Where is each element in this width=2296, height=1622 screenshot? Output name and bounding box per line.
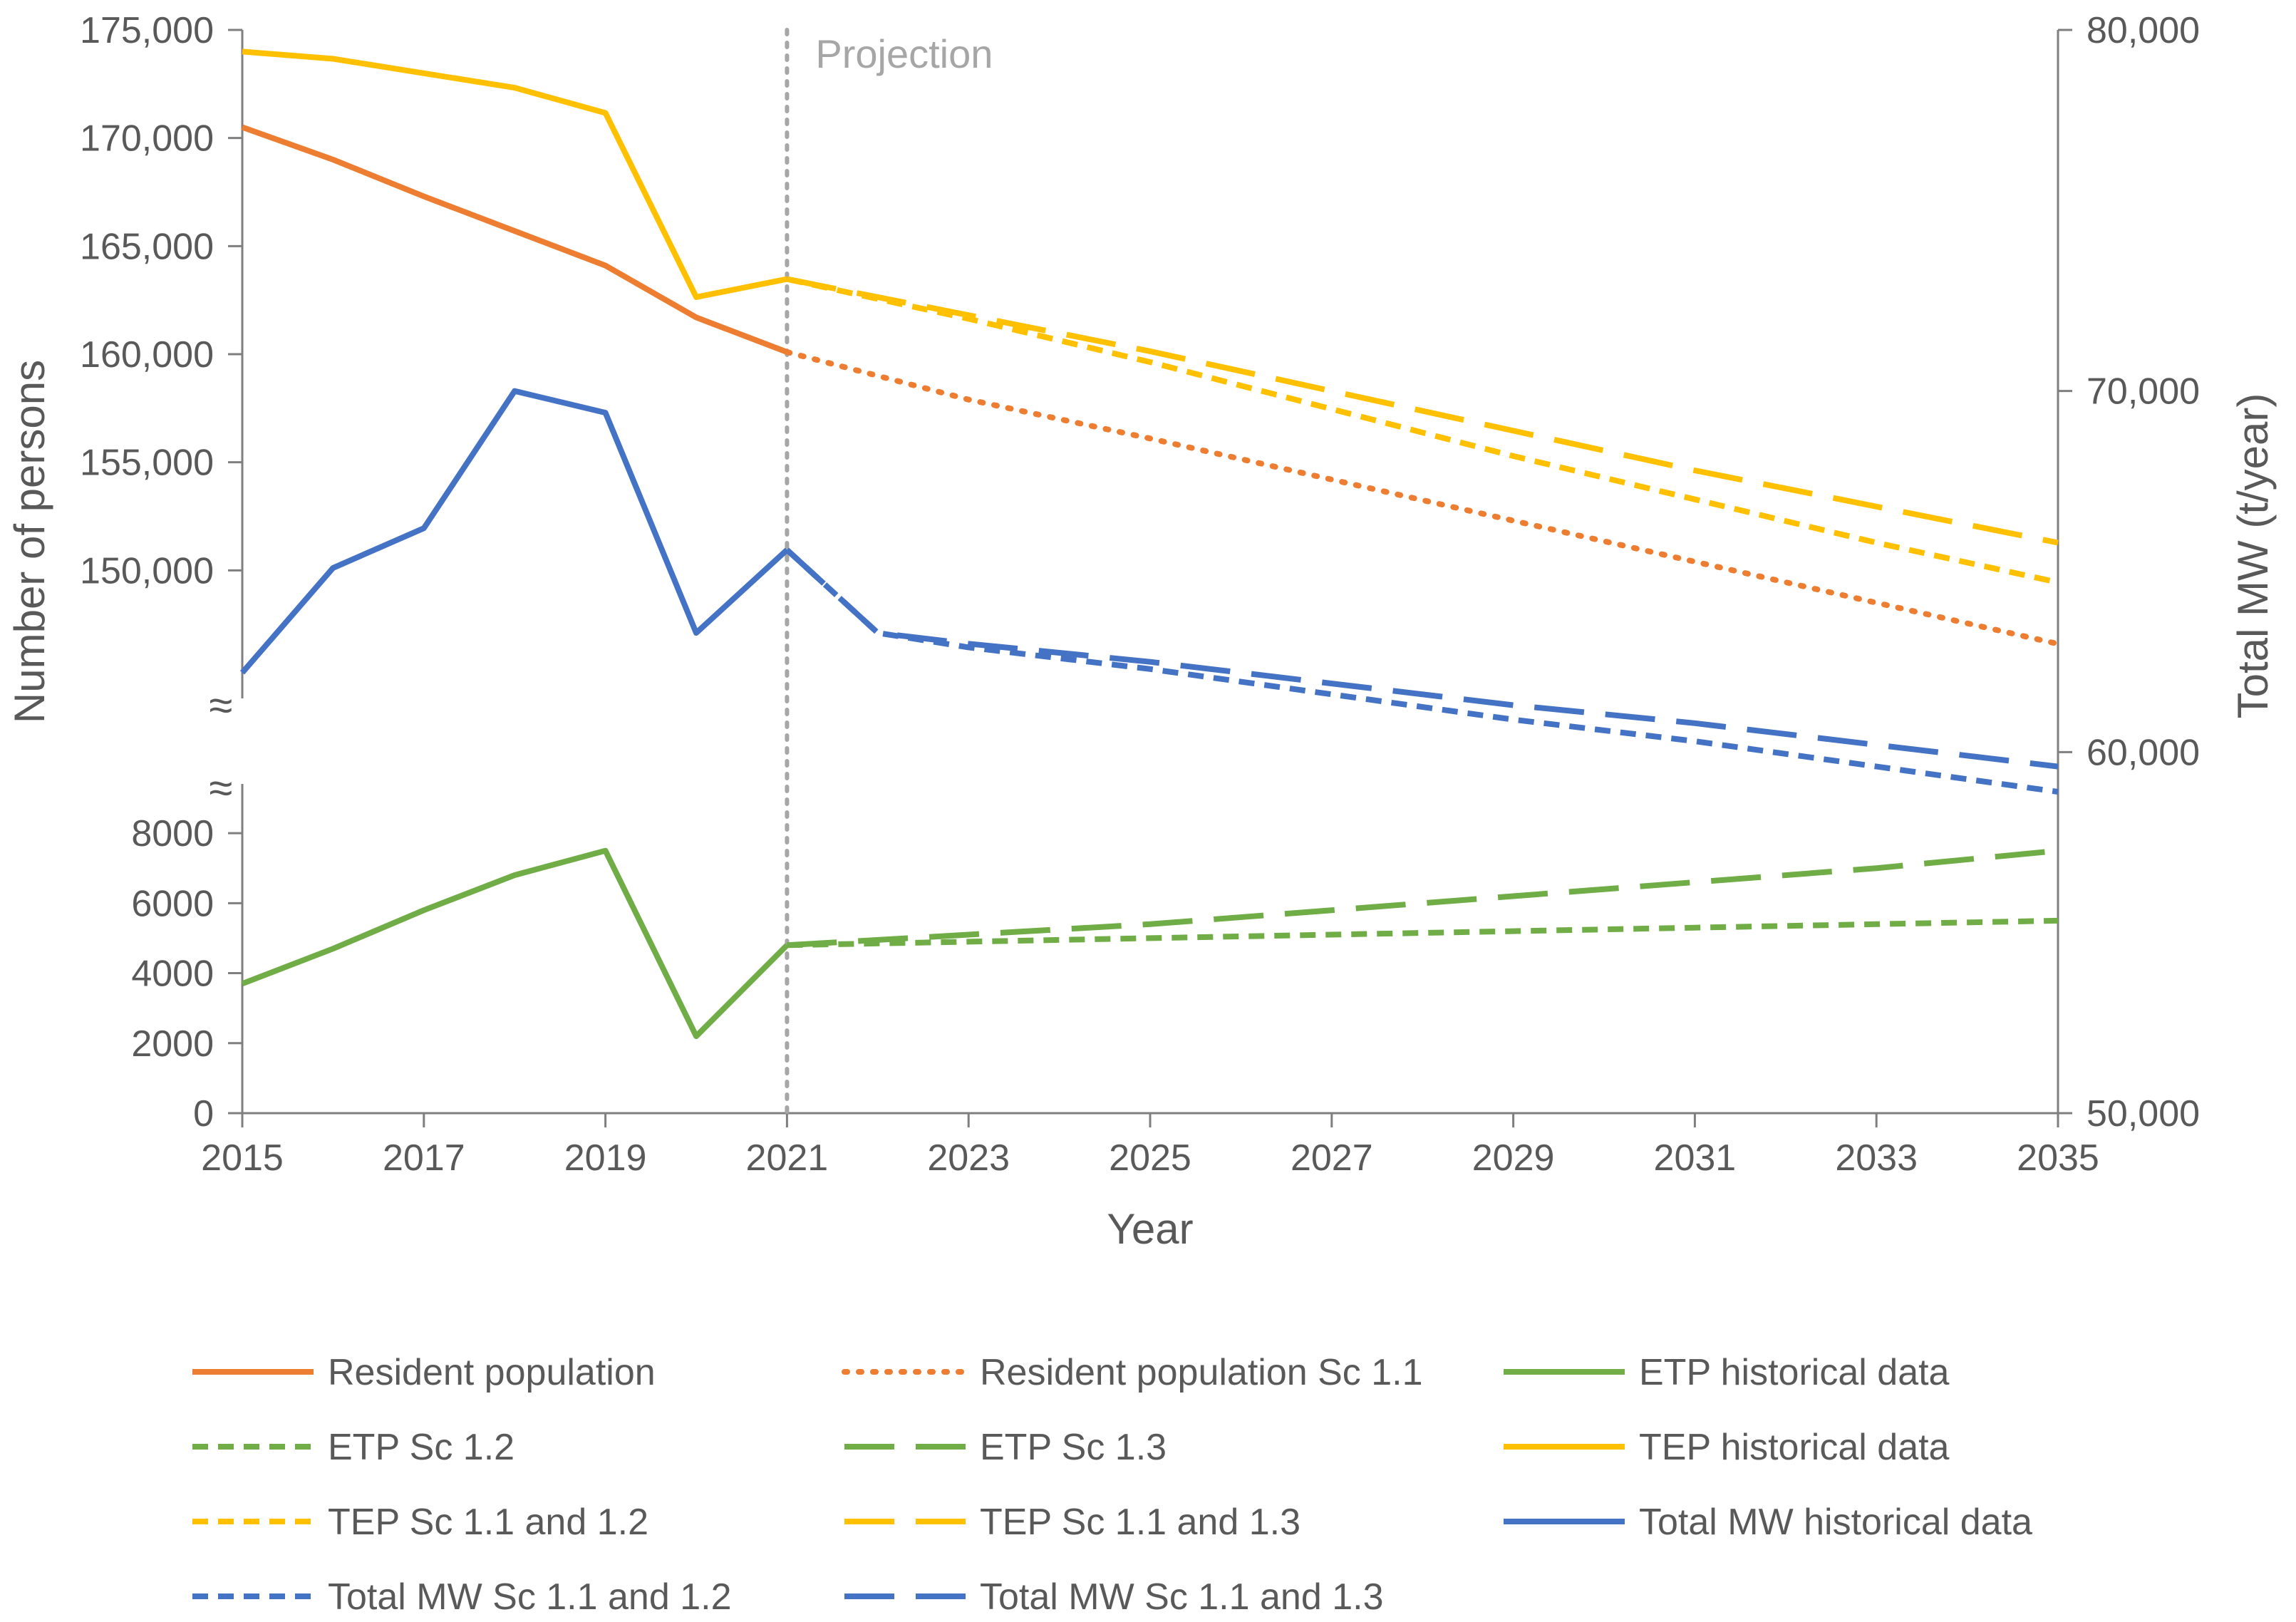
legend-item-etp_sc12: ETP Sc 1.2 bbox=[192, 1427, 514, 1468]
x-tick-label: 2029 bbox=[1472, 1137, 1555, 1179]
legend-label: Total MW Sc 1.1 and 1.2 bbox=[328, 1576, 732, 1618]
right-tick-label: 60,000 bbox=[2086, 732, 2200, 773]
axis-break-symbol-0: ≈ bbox=[210, 681, 233, 729]
legend-label: TEP Sc 1.1 and 1.3 bbox=[980, 1502, 1300, 1543]
left-upper-tick-label: 170,000 bbox=[80, 118, 214, 160]
x-tick-label: 2019 bbox=[564, 1137, 647, 1179]
x-tick-label: 2025 bbox=[1109, 1137, 1191, 1179]
legend-item-mw_hist: Total MW historical data bbox=[1504, 1502, 2032, 1543]
left-lower-tick-label: 8000 bbox=[131, 813, 214, 854]
series-line-resident_sc11 bbox=[784, 349, 2061, 647]
legend-label: Resident population bbox=[328, 1352, 656, 1393]
series-line-etp_sc12 bbox=[787, 917, 2059, 949]
legend-item-etp_hist: ETP historical data bbox=[1504, 1352, 1950, 1393]
legend-label: Total MW historical data bbox=[1639, 1502, 2032, 1543]
legend-item-tep_sc1112: TEP Sc 1.1 and 1.2 bbox=[192, 1502, 648, 1543]
legend-label: TEP historical data bbox=[1639, 1427, 1950, 1468]
left-upper-tick-label: 160,000 bbox=[80, 334, 214, 376]
series-line-mw_sc1112 bbox=[785, 547, 2059, 795]
x-tick-label: 2027 bbox=[1291, 1137, 1373, 1179]
right-tick-label: 50,000 bbox=[2086, 1093, 2200, 1135]
x-tick-label: 2033 bbox=[1835, 1137, 1918, 1179]
legend-item-tep_hist: TEP historical data bbox=[1504, 1427, 1950, 1468]
series-line-mw_hist bbox=[239, 388, 790, 675]
left-lower-tick-label: 6000 bbox=[131, 883, 214, 924]
legend-label: Total MW Sc 1.1 and 1.3 bbox=[980, 1576, 1384, 1618]
axis-break-symbol-1: ≈ bbox=[210, 764, 233, 812]
legend-label: TEP Sc 1.1 and 1.2 bbox=[328, 1502, 648, 1543]
x-tick-label: 2035 bbox=[2017, 1137, 2099, 1179]
series-line-etp_hist bbox=[241, 847, 790, 1039]
series-line-tep_sc1112 bbox=[786, 276, 2059, 586]
y-axis-right-title: Total MW (t/year) bbox=[2229, 393, 2277, 719]
legend-label: ETP historical data bbox=[1639, 1352, 1950, 1393]
legend-label: Resident population Sc 1.1 bbox=[980, 1352, 1423, 1393]
axes-layer bbox=[228, 28, 2072, 1127]
legend-label: ETP Sc 1.3 bbox=[980, 1427, 1167, 1468]
left-upper-tick-label: 175,000 bbox=[80, 10, 214, 51]
right-tick-label: 80,000 bbox=[2086, 10, 2200, 51]
legend-item-tep_sc1113: TEP Sc 1.1 and 1.3 bbox=[844, 1502, 1300, 1543]
x-tick-label: 2023 bbox=[927, 1137, 1010, 1179]
legend: Resident population Resident population S… bbox=[192, 1352, 2032, 1618]
labels-layer: ≈ ≈150,000 155,000 160,000 165,000 170,000 175… bbox=[6, 10, 2277, 1253]
series-line-etp_sc13 bbox=[787, 847, 2059, 949]
legend-item-mw_sc1113: Total MW Sc 1.1 and 1.3 bbox=[844, 1576, 1384, 1618]
left-upper-tick-label: 165,000 bbox=[80, 226, 214, 267]
left-lower-tick-label: 4000 bbox=[131, 954, 214, 995]
left-lower-tick-label: 2000 bbox=[131, 1023, 214, 1065]
series-layer bbox=[239, 48, 2061, 1039]
series-line-resident_hist bbox=[241, 124, 788, 355]
legend-item-mw_sc1112: Total MW Sc 1.1 and 1.2 bbox=[192, 1576, 732, 1618]
legend-label: ETP Sc 1.2 bbox=[328, 1427, 514, 1468]
left-upper-tick-label: 150,000 bbox=[80, 550, 214, 592]
series-line-mw_sc1113 bbox=[785, 547, 2059, 770]
series-line-tep_hist bbox=[242, 48, 788, 300]
left-upper-tick-label: 155,000 bbox=[80, 443, 214, 484]
x-tick-label: 2021 bbox=[746, 1137, 829, 1179]
x-axis-title: Year bbox=[1107, 1205, 1193, 1253]
legend-item-resident_sc11: Resident population Sc 1.1 bbox=[842, 1352, 1423, 1393]
series-line-tep_sc1113 bbox=[786, 276, 2059, 546]
y-axis-left-title: Number of persons bbox=[6, 360, 53, 723]
legend-item-resident_hist: Resident population bbox=[192, 1352, 656, 1393]
x-tick-label: 2031 bbox=[1654, 1137, 1737, 1179]
x-tick-label: 2017 bbox=[383, 1137, 465, 1179]
left-lower-tick-label: 0 bbox=[193, 1093, 214, 1135]
projection-label: Projection bbox=[815, 31, 993, 76]
legend-item-etp_sc13: ETP Sc 1.3 bbox=[844, 1427, 1167, 1468]
x-tick-label: 2015 bbox=[201, 1137, 284, 1179]
right-tick-label: 70,000 bbox=[2086, 371, 2200, 413]
